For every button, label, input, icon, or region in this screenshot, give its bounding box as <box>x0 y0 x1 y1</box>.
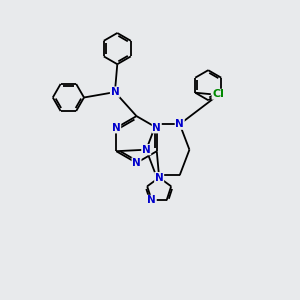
Text: N: N <box>110 87 119 97</box>
Text: N: N <box>175 119 184 129</box>
Text: N: N <box>132 158 141 168</box>
Text: Cl: Cl <box>212 89 224 99</box>
Text: N: N <box>155 172 164 183</box>
Text: N: N <box>142 145 151 155</box>
Text: N: N <box>112 123 121 133</box>
Text: N: N <box>152 123 161 133</box>
Text: N: N <box>147 195 156 206</box>
